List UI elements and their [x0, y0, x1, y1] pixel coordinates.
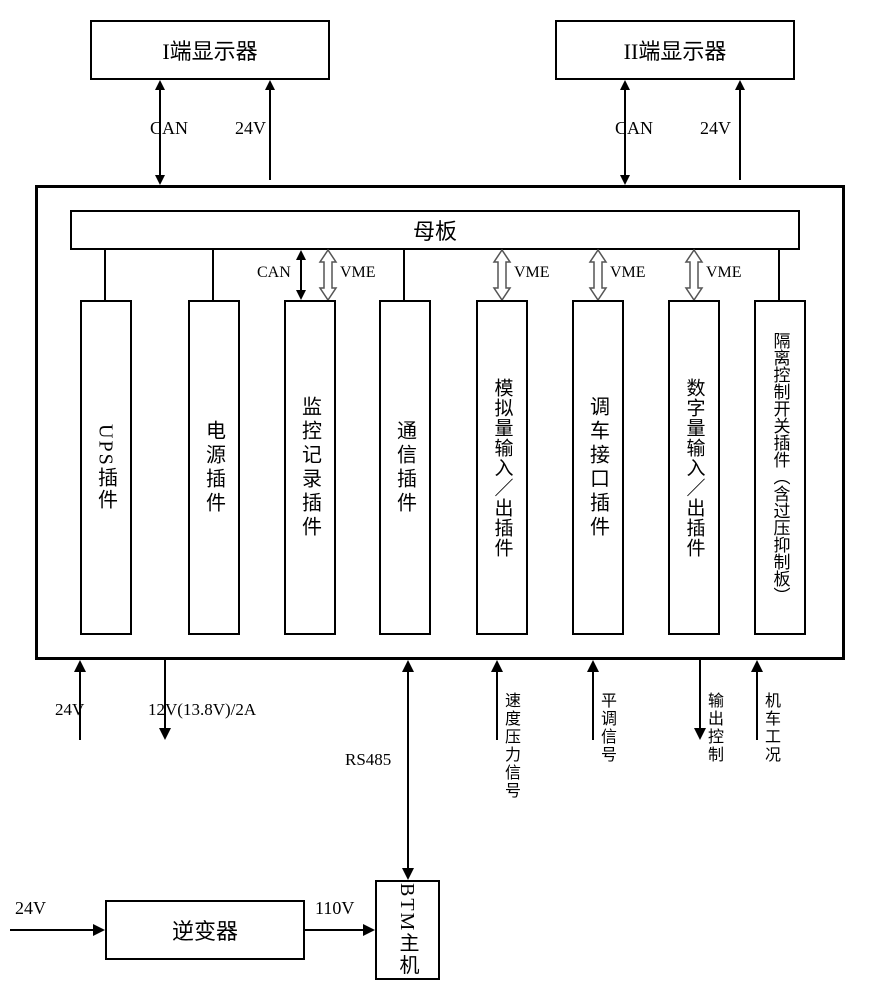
- disp1-can-label: CAN: [150, 118, 188, 139]
- lbl-12v: 12V(13.8V)/2A: [148, 700, 256, 720]
- card-shunt-label: 调车接口插件: [584, 396, 613, 540]
- display-ii: II端显示器: [555, 20, 795, 80]
- btm-host: BTM主机: [375, 880, 440, 980]
- card-digital: 数字量输入／出插件: [668, 300, 720, 635]
- card-shunt: 调车接口插件: [572, 300, 624, 635]
- lbl-output: 输出控制: [701, 692, 725, 764]
- inverter-label: 逆变器: [172, 914, 238, 946]
- card-analog: 模拟量输入／出插件: [476, 300, 528, 635]
- display-ii-label: II端显示器: [624, 34, 727, 66]
- lbl-24v: 24V: [55, 700, 84, 720]
- lbl-speed: 速度压力信号: [498, 692, 522, 800]
- mb-line-0: [100, 250, 110, 300]
- arrow-110v: [305, 920, 375, 940]
- mb-line-3: [399, 250, 409, 300]
- inverter: 逆变器: [105, 900, 305, 960]
- mb-arrow-2-vme: [318, 250, 338, 300]
- card-monitor-label: 监控记录插件: [296, 396, 325, 540]
- disp1-24v-label: 24V: [235, 118, 266, 139]
- display-i: I端显示器: [90, 20, 330, 80]
- card-digital-label: 数字量输入／出插件: [681, 378, 708, 558]
- mb-arrow-2-can: [293, 250, 309, 300]
- mb-arrow-5-vme: [588, 250, 608, 300]
- motherboard: 母板: [70, 210, 800, 250]
- mb-line-7: [774, 250, 784, 300]
- disp2-can-label: CAN: [615, 118, 653, 139]
- card-isolation: 隔离控制开关插件（含过压抑制板）: [754, 300, 806, 635]
- btm-label: BTM主机: [393, 883, 422, 976]
- display-i-label: I端显示器: [162, 34, 257, 66]
- lbl-24v-in: 24V: [15, 898, 46, 919]
- card-analog-label: 模拟量输入／出插件: [489, 378, 516, 558]
- card-ups: UPS插件: [80, 300, 132, 635]
- arrow-rs485: [398, 660, 418, 880]
- lbl-loco: 机车工况: [758, 692, 782, 764]
- lbl-shunt: 平调信号: [594, 692, 618, 764]
- card-power-label: 电源插件: [200, 420, 229, 516]
- mb-arrow-6-vme: [684, 250, 704, 300]
- arrow-24v-inverter: [10, 920, 105, 940]
- card-monitor: 监控记录插件: [284, 300, 336, 635]
- mb-arrow-4-vme: [492, 250, 512, 300]
- card-comm: 通信插件: [379, 300, 431, 635]
- disp2-24v-label: 24V: [700, 118, 731, 139]
- mb-vme-label-5: VME: [610, 264, 646, 282]
- main-frame: [35, 185, 845, 660]
- card-power: 电源插件: [188, 300, 240, 635]
- motherboard-label: 母板: [413, 214, 457, 246]
- arrow-disp2-24v: [730, 80, 750, 185]
- mb-vme-label-2: VME: [340, 264, 376, 282]
- card-comm-label: 通信插件: [391, 420, 420, 516]
- mb-vme-label-4: VME: [514, 264, 550, 282]
- mb-line-1: [208, 250, 218, 300]
- lbl-rs485: RS485: [345, 750, 391, 770]
- lbl-110v: 110V: [315, 898, 354, 919]
- mb-can-label: CAN: [257, 264, 291, 282]
- mb-vme-label-6: VME: [706, 264, 742, 282]
- card-ups-label: UPS插件: [92, 424, 121, 511]
- card-isolation-label: 隔离控制开关插件（含过压抑制板）: [768, 332, 793, 604]
